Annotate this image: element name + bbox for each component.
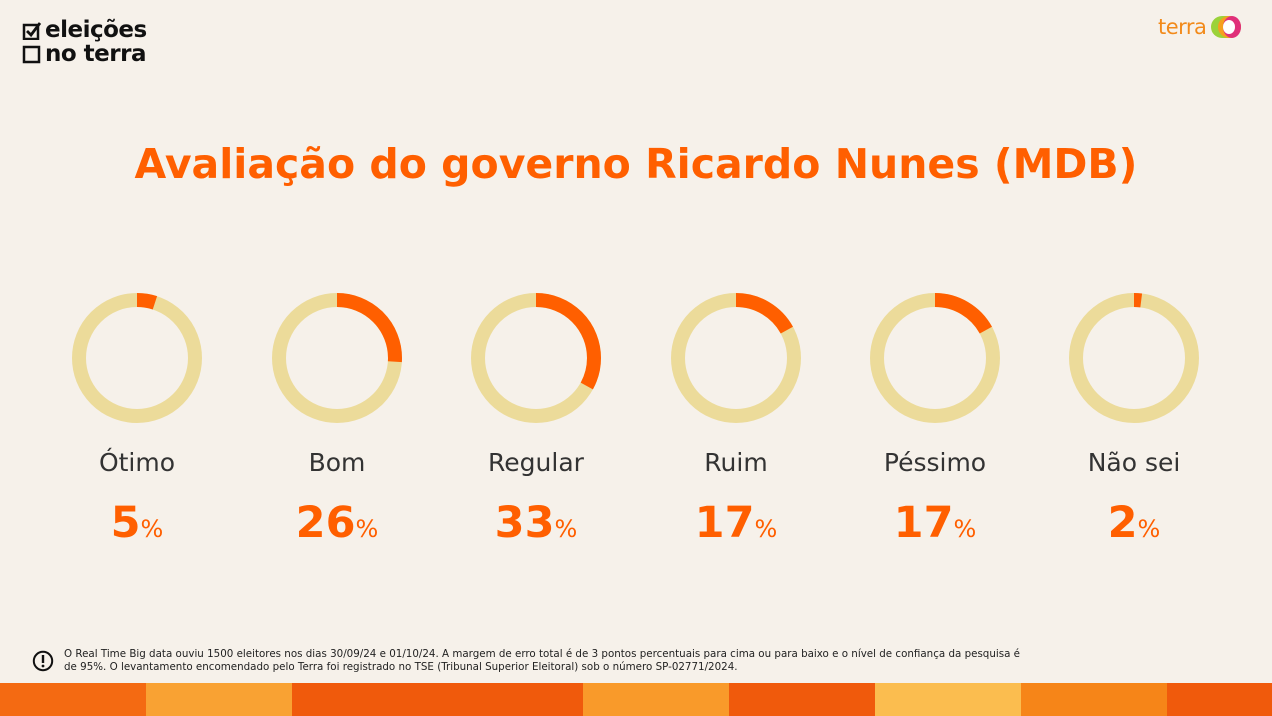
stripe-segment xyxy=(292,683,583,716)
donut-value-arc xyxy=(671,293,801,423)
terra-badge-icon xyxy=(1211,16,1242,38)
donut-track xyxy=(72,293,202,423)
donut-value-arc xyxy=(272,293,402,423)
category-label: Bom xyxy=(309,448,366,477)
value-label: 26% xyxy=(296,498,379,548)
donut-track xyxy=(1069,293,1199,423)
logo-line1: eleições xyxy=(45,17,147,43)
category-label: Péssimo xyxy=(884,448,986,477)
checked-box-icon xyxy=(22,22,42,40)
donut-item: Regular 33% xyxy=(471,293,601,548)
donut-value-arc xyxy=(1069,293,1199,423)
footer-text: O Real Time Big data ouviu 1500 eleitore… xyxy=(64,648,1021,673)
terra-wordmark: terra xyxy=(1158,15,1207,39)
value-label: 17% xyxy=(894,498,977,548)
logo-line2: no terra xyxy=(45,41,146,67)
donut-item: Ruim 17% xyxy=(671,293,801,548)
category-label: Regular xyxy=(488,448,585,477)
category-label: Ruim xyxy=(704,448,767,477)
value-label: 2% xyxy=(1108,498,1161,548)
value-label: 33% xyxy=(495,498,578,548)
value-label: 17% xyxy=(695,498,778,548)
donut-value-arc xyxy=(870,293,1000,423)
stripe-segment xyxy=(1021,683,1167,716)
decorative-stripe xyxy=(0,683,1272,716)
category-label: Ótimo xyxy=(99,447,175,477)
donut-value-arc xyxy=(471,293,601,423)
stripe-segment xyxy=(875,683,1021,716)
stripe-segment xyxy=(1167,683,1272,716)
empty-box-icon xyxy=(22,45,41,64)
value-label: 5% xyxy=(111,498,164,548)
eleicoes-logo: eleições no terra xyxy=(22,18,147,66)
methodology-note: O Real Time Big data ouviu 1500 eleitore… xyxy=(32,648,1024,674)
donut-value-arc xyxy=(72,293,202,423)
stripe-segment xyxy=(0,683,146,716)
stripe-segment xyxy=(146,683,292,716)
donut-item: Ótimo 5% xyxy=(72,293,202,548)
stripe-segment xyxy=(583,683,729,716)
donut-item: Péssimo 17% xyxy=(870,293,1000,548)
donut-chart: Ótimo 5% Bom 26% Regular 33% Ruim 17% Péssimo 17%… xyxy=(72,293,1199,548)
chart-title: Avaliação do governo Ricardo Nunes (MDB) xyxy=(134,140,1138,188)
exclamation-circle-icon xyxy=(32,650,54,672)
terra-logo: terra xyxy=(1158,14,1242,40)
stripe-segment xyxy=(729,683,875,716)
donut-item: Não sei 2% xyxy=(1069,293,1199,548)
donut-item: Bom 26% xyxy=(272,293,402,548)
category-label: Não sei xyxy=(1088,448,1181,477)
